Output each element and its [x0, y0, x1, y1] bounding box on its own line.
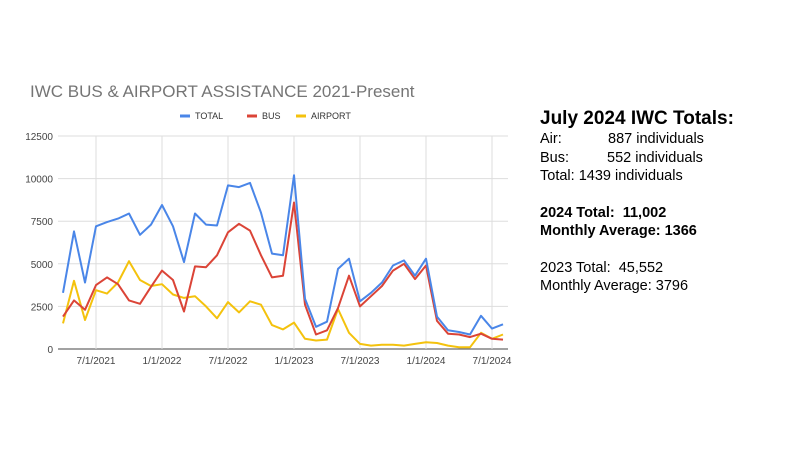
air-row: Air: 887 individuals [540, 130, 734, 149]
x-tick-label: 7/1/2021 [77, 356, 116, 367]
x-tick-label: 1/1/2023 [275, 356, 314, 367]
y-tick-label: 5000 [31, 260, 54, 271]
air-label: Air: [540, 131, 562, 147]
series-line-total [62, 174, 504, 336]
total-value: 1439 individuals [578, 168, 683, 184]
y-tick-label: 12500 [25, 132, 53, 143]
average-2023: Monthly Average: 3796 [540, 278, 689, 294]
y-tick-label: 10000 [25, 175, 53, 186]
legend-label-airport: AIRPORT [311, 111, 351, 121]
total-2024: 2024 Total: 11,002 [540, 204, 667, 221]
legend-label-bus: BUS [262, 111, 281, 121]
series-line-bus [62, 201, 504, 341]
bus-row: Bus: 552 individuals [540, 149, 734, 168]
chart-title: IWC BUS & AIRPORT ASSISTANCE 2021-Presen… [30, 82, 415, 101]
total-label: Total: [540, 168, 575, 184]
x-tick-label: 7/1/2023 [341, 356, 380, 367]
x-tick-label: 1/1/2022 [143, 356, 182, 367]
air-value: 887 individuals [608, 131, 704, 147]
legend-label-total: TOTAL [195, 111, 223, 121]
summary-heading: July 2024 IWC Totals: [540, 108, 734, 129]
total-2023: 2023 Total: 45,552 [540, 259, 664, 276]
x-tick-label: 7/1/2022 [209, 356, 248, 367]
average-2024: Monthly Average: 1366 [540, 223, 697, 239]
x-tick-label: 7/1/2024 [473, 356, 512, 367]
line-chart: 0 2500 5000 7500 10000 12500 7/1/2021 1/1/2022 7… [25, 111, 512, 367]
x-tick-label: 1/1/2024 [407, 356, 446, 367]
y-tick-label: 7500 [31, 217, 54, 228]
summary-panel: July 2024 IWC Totals: Air: 887 individual… [540, 108, 734, 296]
total-row: Total: 1439 individuals [540, 167, 734, 186]
y-tick-label: 0 [47, 345, 53, 356]
bus-label: Bus: [540, 149, 570, 166]
y-tick-label: 2500 [31, 302, 54, 313]
bus-value: 552 individuals [607, 149, 703, 166]
